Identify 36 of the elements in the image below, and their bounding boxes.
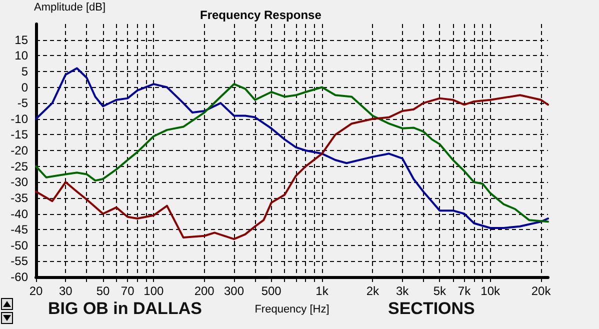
y-tick-label: 10 [14,48,28,63]
text: BIG OB in DALLAS [48,299,202,318]
y-tick-label: -20 [10,144,28,158]
x-tick-label: 200 [194,284,215,298]
x-tick-label: 2k [366,284,380,298]
x-tick-label: 20k [531,284,552,298]
y-tick-label: -10 [10,112,28,126]
y-tick-label: 5 [21,64,28,78]
y-tick-label: -50 [10,238,28,252]
text: SECTIONS [388,299,475,318]
x-tick-label: 1k [316,284,330,298]
x-tick-label: 500 [261,284,282,298]
y-tick-label: -25 [10,159,28,174]
x-tick-label: 100 [144,284,164,298]
x-tick-label: 5k [433,284,448,298]
x-tick-label: 20 [29,284,43,298]
x-tick-label: 70 [120,284,135,298]
y-tick-label: 15 [14,32,28,47]
x-tick-label: 7k [458,284,472,298]
y-tick-label: -55 [10,254,28,268]
x-tick-label: 10k [480,284,502,298]
x-axis-title: Frequency [Hz] [254,304,330,316]
y-tick-label: -15 [10,128,28,142]
y-tick-label: 0 [21,80,28,94]
y-tick-label: -40 [10,206,28,221]
x-tick-label: 50 [96,284,110,298]
x-tick-label: 30 [58,284,73,298]
y-axis-title: Amplitude [dB] [34,2,106,14]
y-tick-label: -30 [10,175,28,190]
x-tick-label: 3k [396,284,410,298]
chart-title: Frequency Response [200,8,322,22]
x-tick-label: 300 [224,284,244,298]
y-tick-label: -60 [10,270,28,284]
y-tick-label: -45 [10,222,28,237]
y-tick-label: -5 [17,96,28,110]
y-tick-label: -35 [10,190,28,205]
